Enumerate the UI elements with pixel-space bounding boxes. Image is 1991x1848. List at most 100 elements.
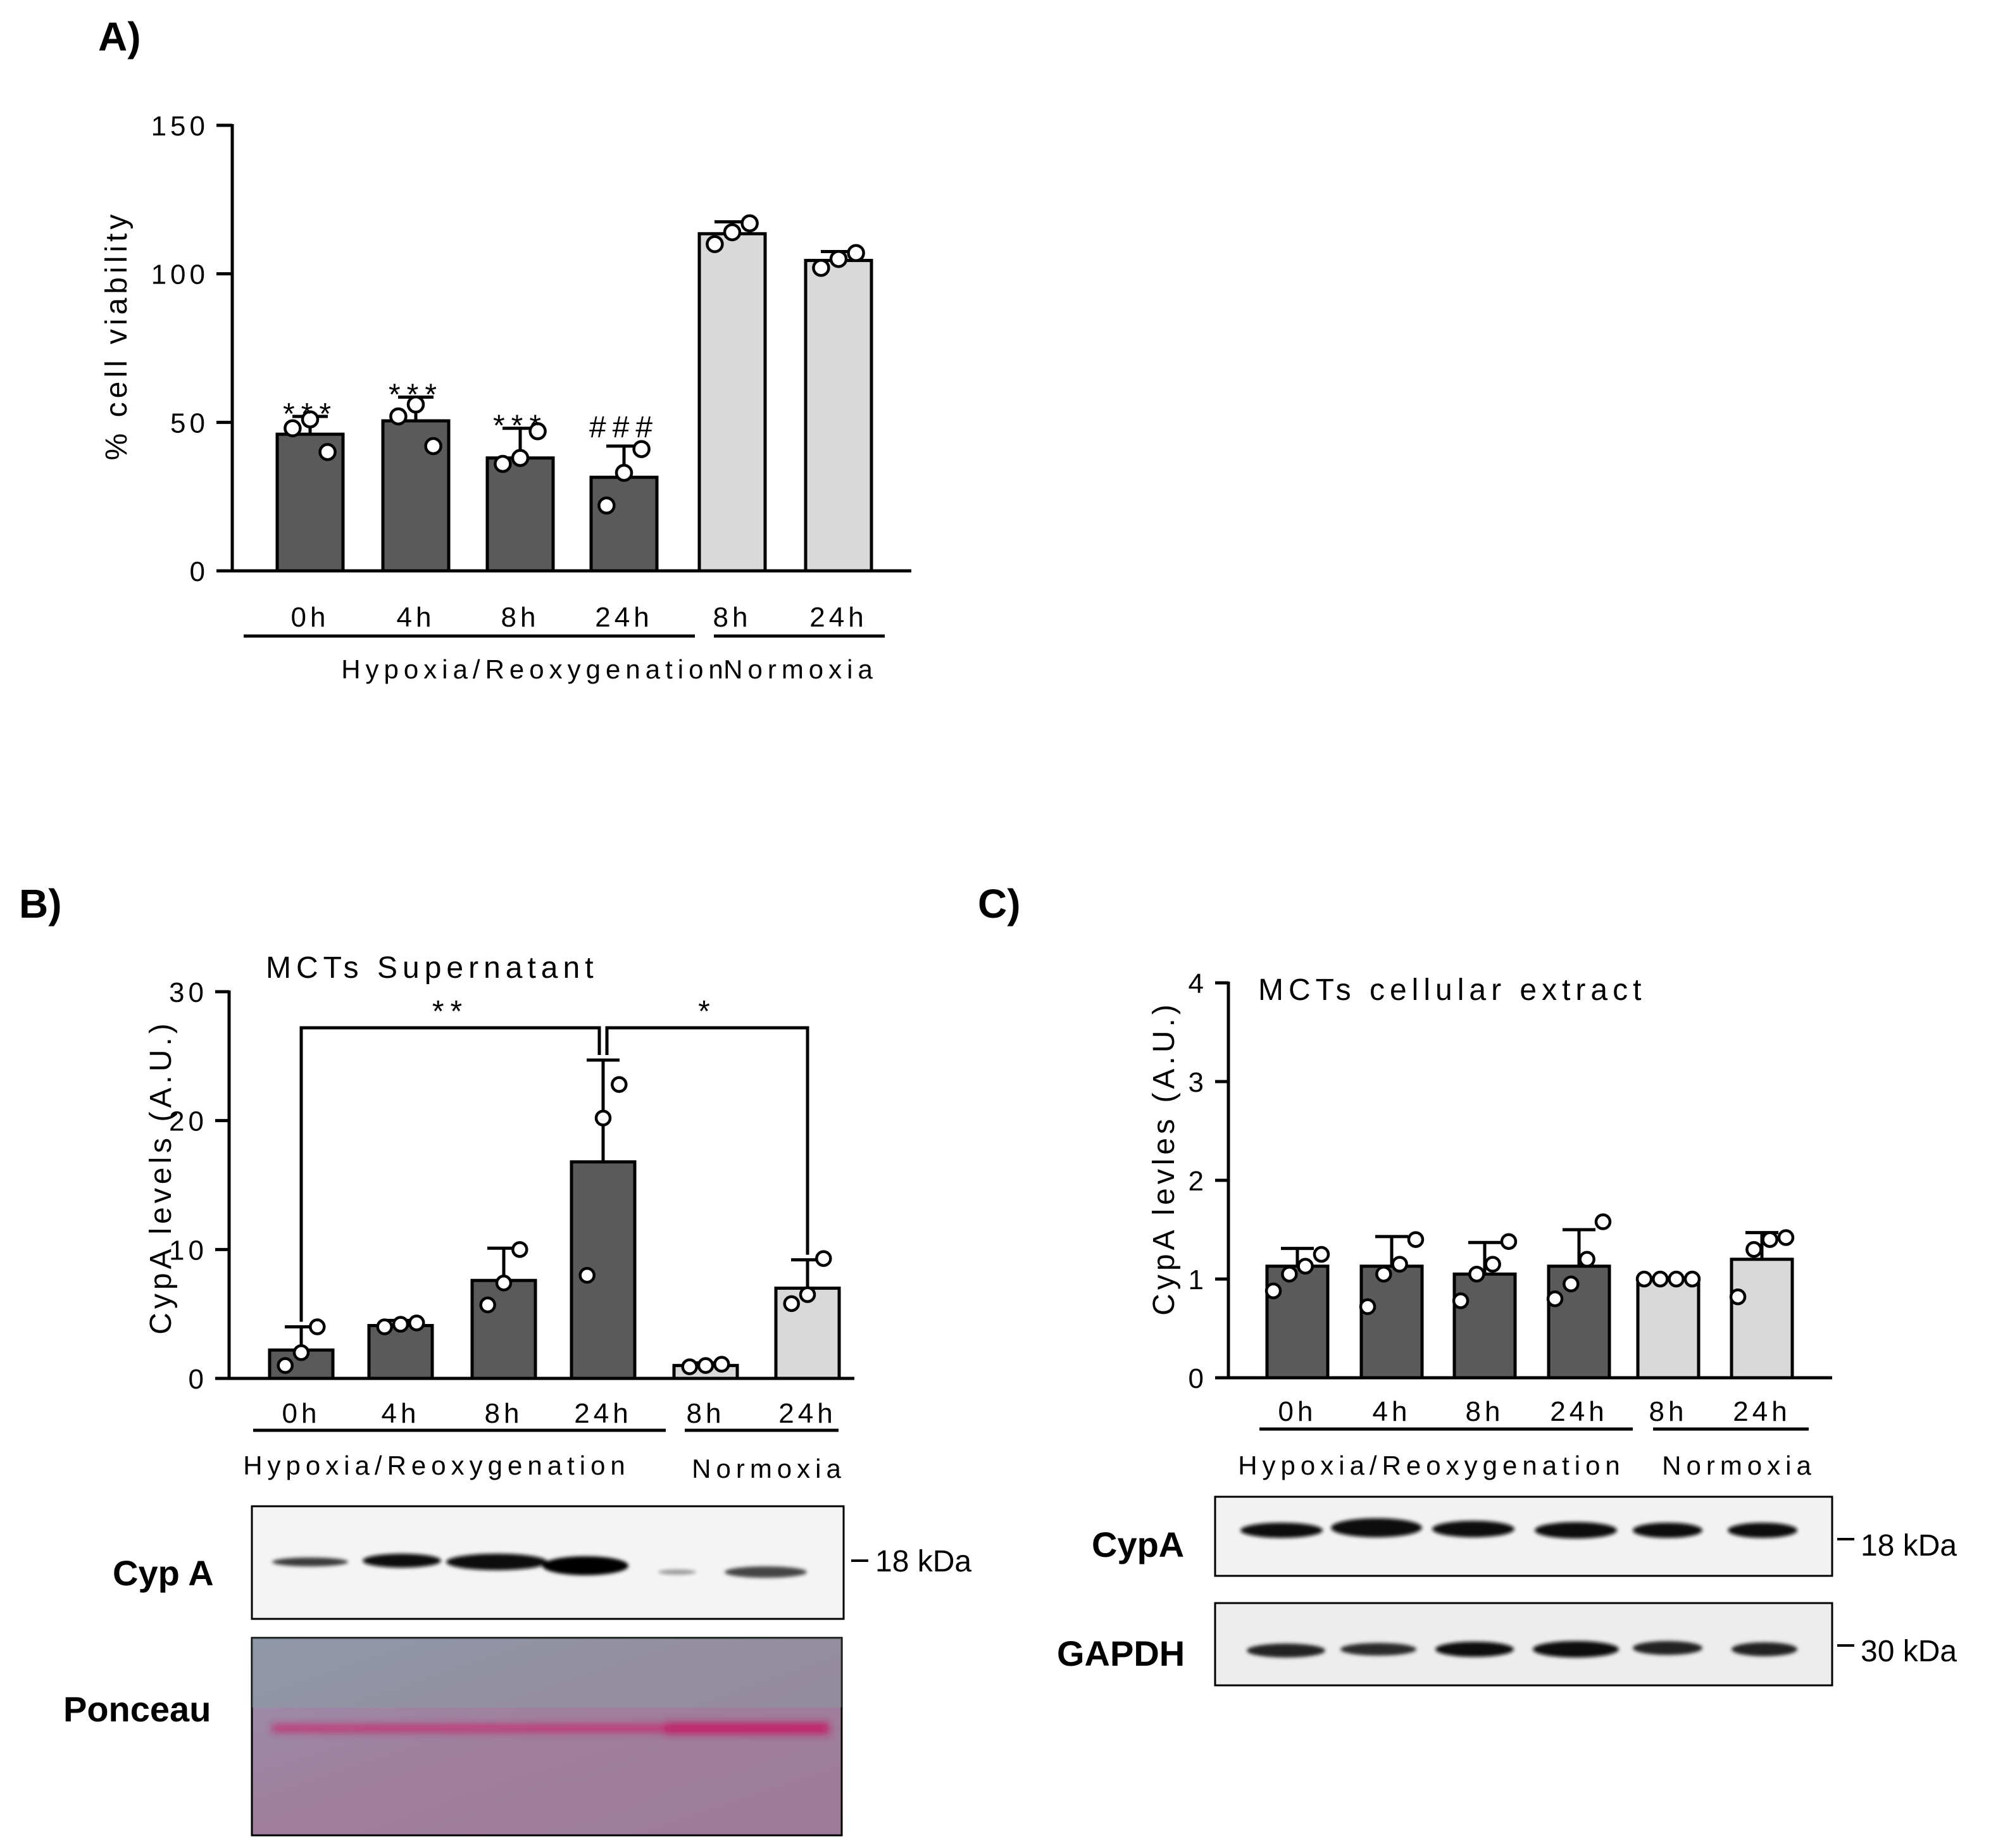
data-point: [597, 496, 616, 515]
band: [542, 1556, 628, 1575]
data-point: [1745, 1240, 1763, 1258]
significance-bracket: [299, 1026, 601, 1322]
data-point: [1484, 1256, 1501, 1273]
y-tick-label: 2: [1189, 1166, 1208, 1197]
data-point: [301, 410, 320, 428]
blot-c-cypa: CypA 18 kDa: [1092, 1495, 1957, 1577]
band: [725, 1566, 807, 1578]
data-point: [1375, 1265, 1392, 1283]
bar: [485, 456, 555, 573]
data-point: [1563, 1275, 1580, 1293]
chart-b: 0 10 20 30 0h 4h 8h 24h 8h 24h Hypoxia/Reoxygenati…: [144, 951, 854, 1483]
data-point: [1777, 1229, 1795, 1246]
chart-title-c: MCTs cellular extract: [1258, 973, 1646, 1007]
data-point: [578, 1266, 596, 1284]
bar: [367, 1323, 434, 1380]
data-point: [681, 1358, 698, 1375]
data-point: [723, 223, 742, 242]
bar: [589, 475, 659, 573]
data-point: [1578, 1251, 1595, 1268]
data-point: [1500, 1233, 1518, 1250]
chart-c: 0 1 2 3 4 0h 4h 8h 24h 8h 24h Hypoxia/Reoxygenation…: [1147, 968, 1832, 1480]
data-point: [277, 1357, 294, 1374]
data-point: [847, 244, 865, 263]
x-tick-label: 24h: [1733, 1396, 1790, 1427]
band: [665, 1723, 829, 1734]
x-tick-label: 24h: [778, 1398, 836, 1429]
data-point: [511, 1241, 528, 1258]
data-point: [1761, 1231, 1778, 1248]
band: [1435, 1642, 1514, 1657]
data-point: [829, 249, 848, 268]
data-point: [309, 1318, 326, 1335]
bar: [1730, 1258, 1794, 1380]
data-point: [615, 463, 634, 482]
data-point: [632, 440, 651, 458]
data-point: [1668, 1270, 1685, 1288]
panel-label-c: C): [978, 881, 1021, 927]
blot-b-ponceau-label: Ponceau: [63, 1689, 211, 1729]
data-point: [799, 1286, 816, 1303]
group-label: Hypoxia/Reoxygenation: [341, 654, 728, 684]
band: [1247, 1644, 1325, 1658]
blot-b-ponceau: Ponceau: [63, 1637, 843, 1837]
data-point: [528, 422, 547, 440]
blot-c-cypa-label: CypA: [1092, 1525, 1184, 1564]
data-point: [1407, 1231, 1425, 1248]
data-point: [1281, 1265, 1298, 1283]
bar: [1636, 1277, 1701, 1380]
blot-b-cypa-label: Cyp A: [113, 1553, 214, 1593]
data-point: [594, 1109, 612, 1127]
y-tick-label: 0: [189, 1364, 208, 1395]
blot-b-cypa-bands: [272, 1554, 807, 1578]
blot-c-gapdh-bands: [1247, 1641, 1797, 1658]
blot-c-gapdh: GAPDH 30 kDa: [1057, 1602, 1957, 1687]
data-point: [392, 1316, 409, 1333]
y-tick-label: 30: [169, 977, 208, 1008]
x-tick-label: 8h: [501, 602, 540, 633]
bar: [1265, 1264, 1330, 1380]
panel-label-b: B): [19, 881, 62, 927]
y-tick-label: 0: [1189, 1363, 1208, 1394]
band: [1240, 1523, 1323, 1538]
group-label: Normoxia: [1662, 1451, 1816, 1480]
x-tick-label: 24h: [574, 1398, 632, 1429]
bar: [697, 232, 767, 573]
data-point: [494, 454, 512, 473]
data-point: [1297, 1258, 1314, 1275]
data-point: [318, 443, 337, 461]
ponceau-bands: [272, 1723, 829, 1734]
y-tick-label: 0: [190, 556, 209, 587]
significance-bracket: [605, 1026, 809, 1255]
data-point: [713, 1356, 730, 1373]
data-point: [406, 395, 425, 414]
y-tick-label: 10: [169, 1235, 208, 1266]
band: [446, 1554, 547, 1570]
x-tick-label: 0h: [1278, 1396, 1317, 1427]
band: [1732, 1642, 1797, 1656]
y-axis-label-a: % cell viability: [100, 211, 134, 461]
y-tick-label: 150: [151, 111, 209, 142]
data-point: [1264, 1282, 1282, 1299]
data-point: [408, 1314, 425, 1332]
significance-label: ###: [589, 411, 659, 444]
blot-b-cypa-marker: 18 kDa: [875, 1545, 971, 1578]
x-tick-label: 8h: [687, 1398, 725, 1429]
data-point: [424, 437, 442, 456]
data-point: [706, 235, 724, 253]
bar: [470, 1278, 537, 1380]
band: [1633, 1641, 1702, 1655]
significance-label: *: [698, 995, 716, 1028]
bar: [804, 259, 873, 573]
data-point: [1652, 1270, 1669, 1288]
group-label: Hypoxia/Reoxygenation: [243, 1451, 630, 1480]
x-tick-label: 8h: [713, 602, 752, 633]
data-point: [1313, 1246, 1330, 1263]
data-point: [1594, 1213, 1612, 1230]
blot-c-cypa-membrane: [1214, 1495, 1833, 1577]
x-tick-label: 4h: [397, 602, 435, 633]
data-point: [815, 1250, 832, 1267]
data-point: [1729, 1288, 1747, 1306]
data-point: [511, 449, 530, 467]
